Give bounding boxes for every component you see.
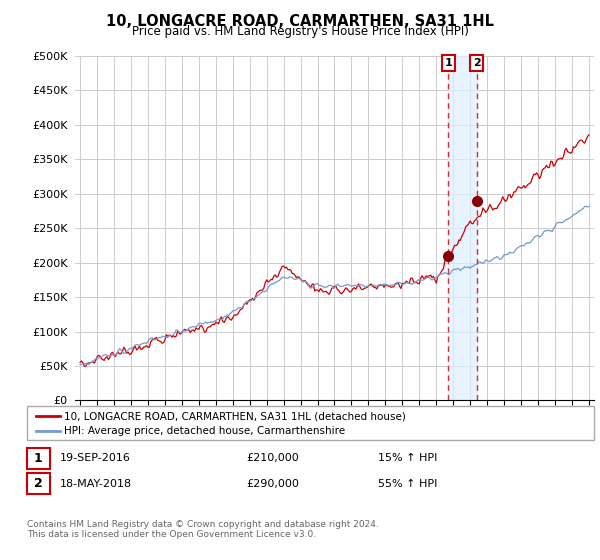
- Text: HPI: Average price, detached house, Carmarthenshire: HPI: Average price, detached house, Carm…: [64, 426, 346, 436]
- Text: 19-SEP-2016: 19-SEP-2016: [60, 454, 131, 463]
- Text: 1: 1: [34, 452, 43, 465]
- Text: 10, LONGACRE ROAD, CARMARTHEN, SA31 1HL (detached house): 10, LONGACRE ROAD, CARMARTHEN, SA31 1HL …: [64, 411, 406, 421]
- Text: 2: 2: [473, 58, 481, 68]
- Bar: [448, 56, 476, 400]
- Text: 15% ↑ HPI: 15% ↑ HPI: [378, 454, 437, 463]
- Text: Price paid vs. HM Land Registry's House Price Index (HPI): Price paid vs. HM Land Registry's House …: [131, 25, 469, 38]
- Text: 55% ↑ HPI: 55% ↑ HPI: [378, 479, 437, 488]
- Text: 2: 2: [34, 477, 43, 490]
- Text: 18-MAY-2018: 18-MAY-2018: [60, 479, 132, 488]
- Text: Contains HM Land Registry data © Crown copyright and database right 2024.
This d: Contains HM Land Registry data © Crown c…: [27, 520, 379, 539]
- Text: £290,000: £290,000: [246, 479, 299, 488]
- Text: £210,000: £210,000: [246, 454, 299, 463]
- Text: 1: 1: [445, 58, 452, 68]
- Text: 10, LONGACRE ROAD, CARMARTHEN, SA31 1HL: 10, LONGACRE ROAD, CARMARTHEN, SA31 1HL: [106, 14, 494, 29]
